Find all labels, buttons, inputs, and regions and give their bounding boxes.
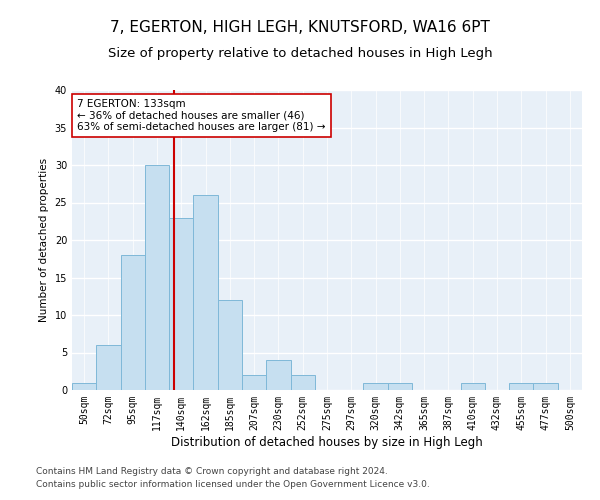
Bar [388,382,412,390]
Bar [509,382,533,390]
Bar [169,218,193,390]
Bar [266,360,290,390]
Bar [145,165,169,390]
Bar [290,375,315,390]
Y-axis label: Number of detached properties: Number of detached properties [39,158,49,322]
Bar [364,382,388,390]
Text: 7, EGERTON, HIGH LEGH, KNUTSFORD, WA16 6PT: 7, EGERTON, HIGH LEGH, KNUTSFORD, WA16 6… [110,20,490,35]
X-axis label: Distribution of detached houses by size in High Legh: Distribution of detached houses by size … [171,436,483,448]
Bar [96,345,121,390]
Bar [72,382,96,390]
Bar [121,255,145,390]
Text: Contains HM Land Registry data © Crown copyright and database right 2024.: Contains HM Land Registry data © Crown c… [36,467,388,476]
Bar [218,300,242,390]
Bar [533,382,558,390]
Bar [242,375,266,390]
Bar [193,195,218,390]
Text: Contains public sector information licensed under the Open Government Licence v3: Contains public sector information licen… [36,480,430,489]
Text: 7 EGERTON: 133sqm
← 36% of detached houses are smaller (46)
63% of semi-detached: 7 EGERTON: 133sqm ← 36% of detached hous… [77,99,326,132]
Text: Size of property relative to detached houses in High Legh: Size of property relative to detached ho… [107,48,493,60]
Bar [461,382,485,390]
